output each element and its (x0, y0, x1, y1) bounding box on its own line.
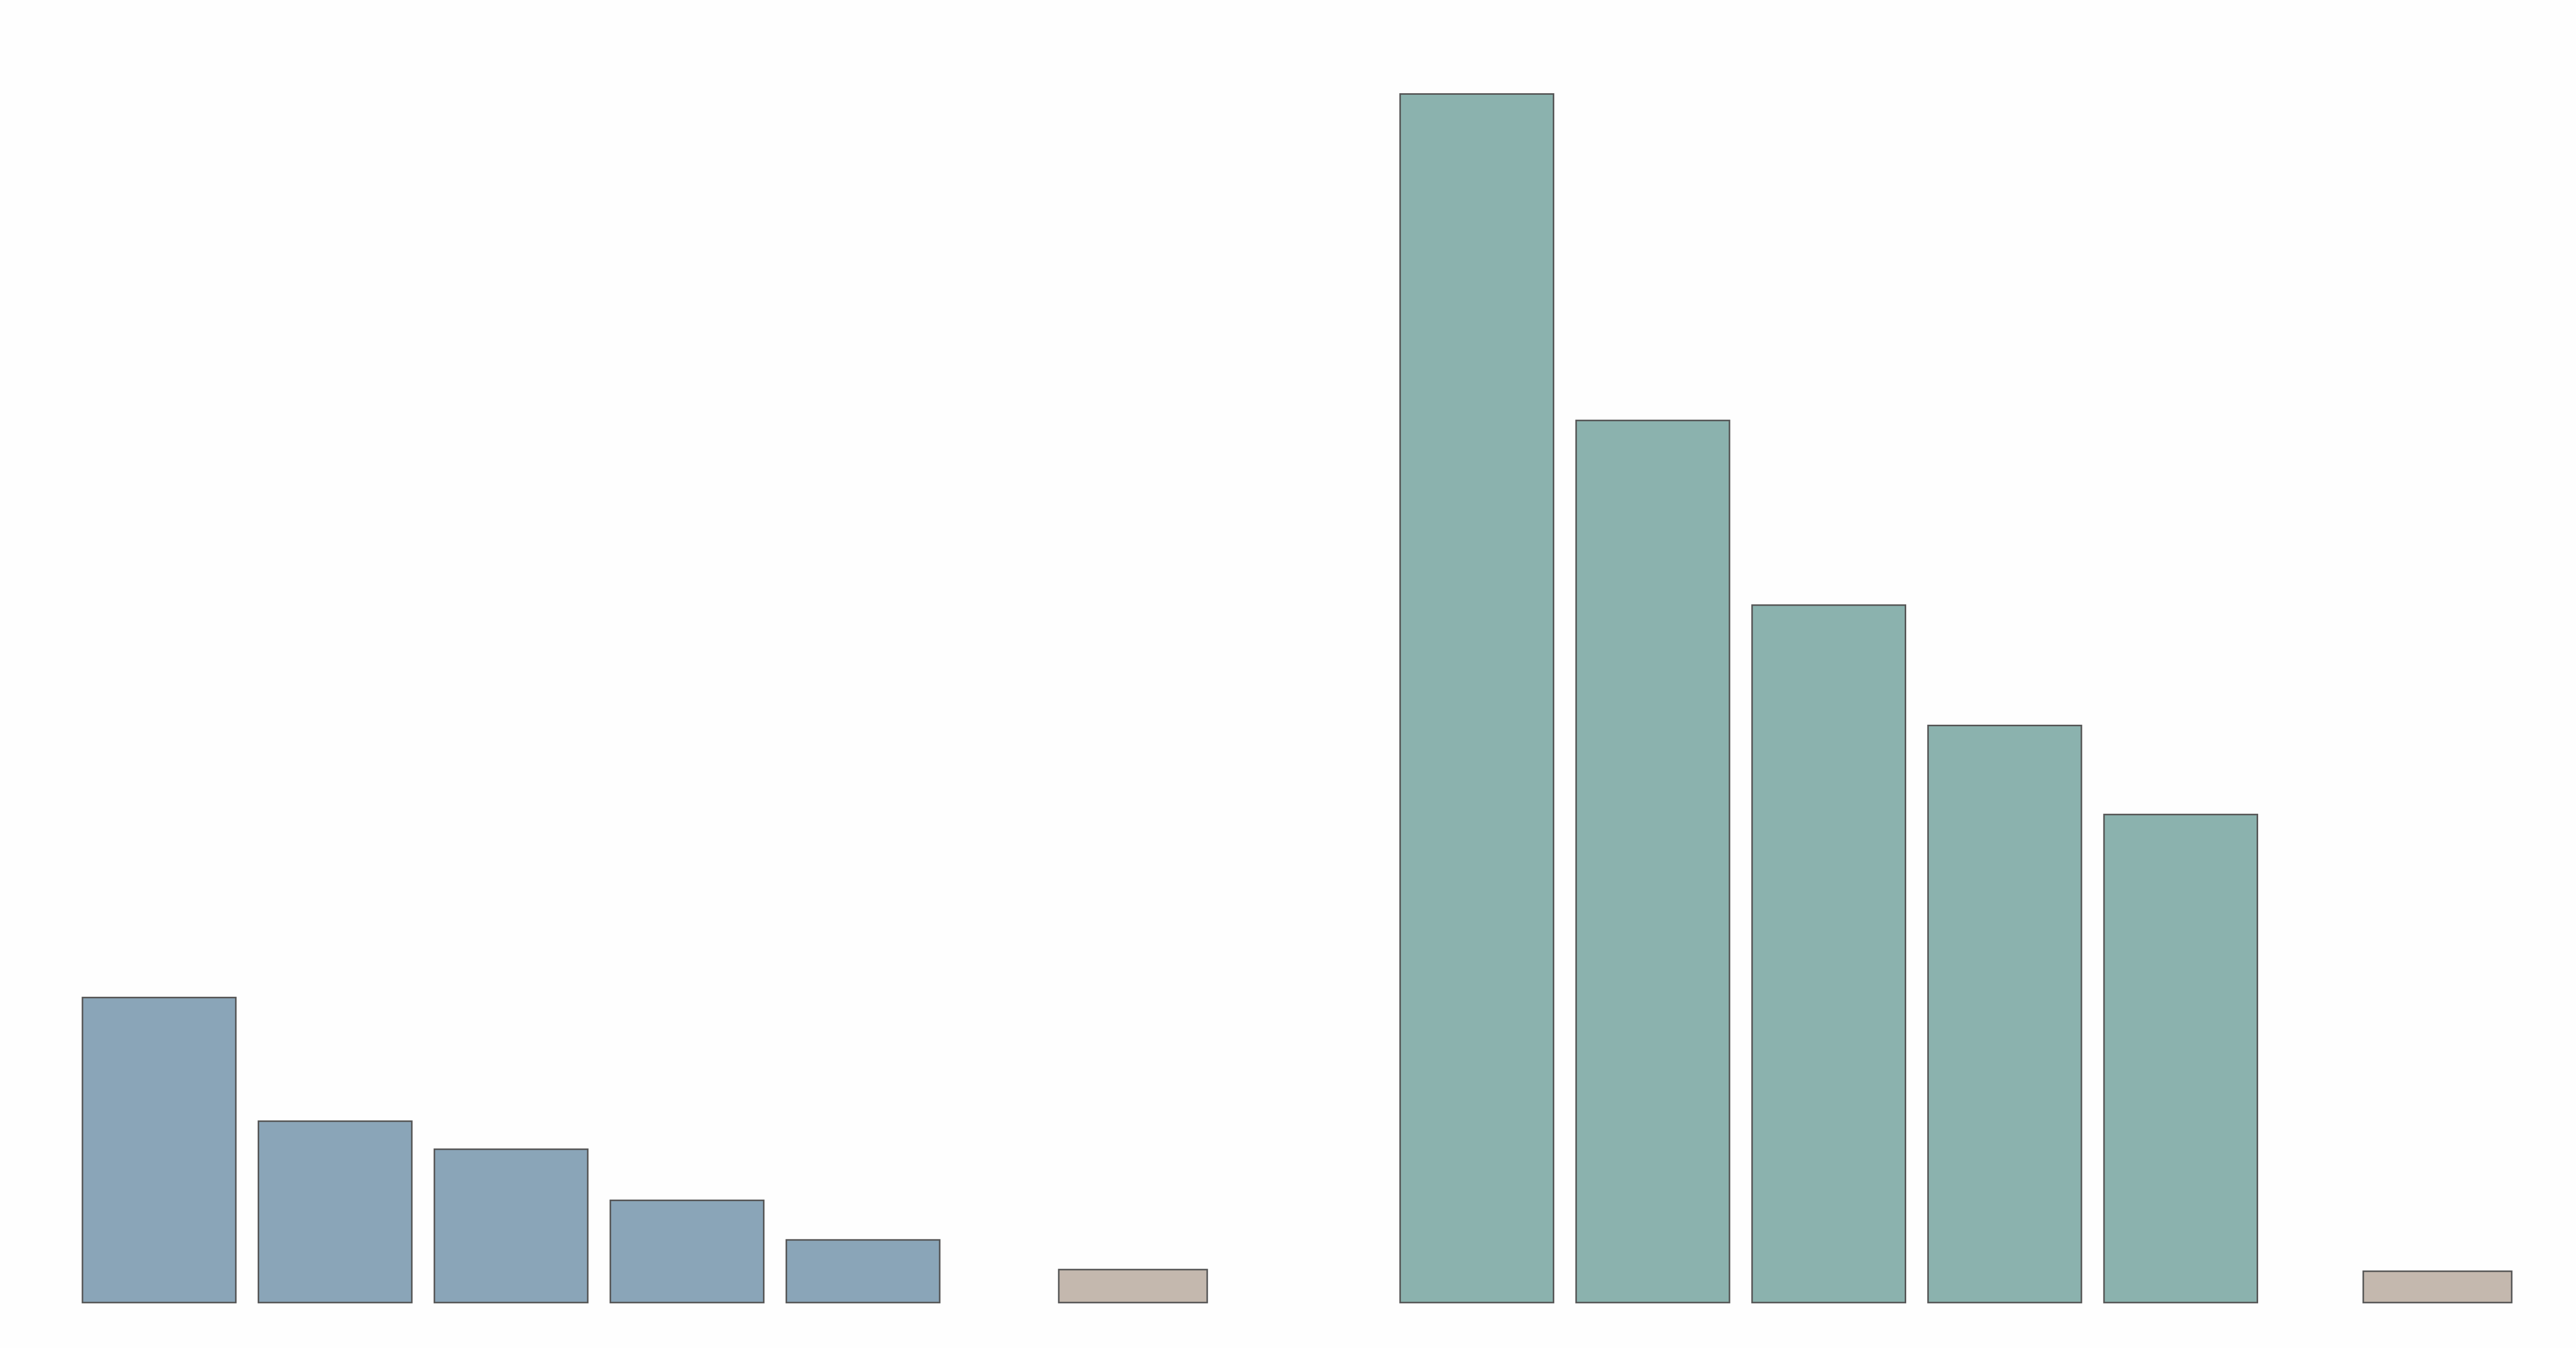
bar (2103, 813, 2259, 1304)
bar (1575, 419, 1731, 1304)
bar (81, 997, 237, 1304)
bar (258, 1120, 413, 1304)
bar (785, 1239, 941, 1304)
bar (2362, 1270, 2513, 1304)
bar (1927, 724, 2082, 1304)
bar (1751, 604, 1906, 1304)
bar (1399, 93, 1554, 1304)
bar (609, 1199, 765, 1304)
bar (433, 1148, 589, 1304)
bar (1058, 1269, 1208, 1304)
